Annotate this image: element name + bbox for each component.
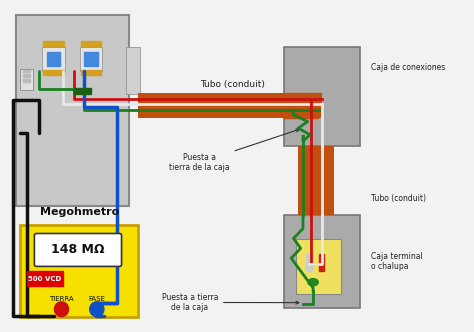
Bar: [42, 47, 64, 70]
Text: Megohmetro: Megohmetro: [39, 207, 119, 217]
Text: Caja terminal
o chalupa: Caja terminal o chalupa: [371, 252, 423, 271]
Bar: [23, 74, 30, 77]
Bar: [43, 69, 64, 75]
Bar: [284, 47, 359, 146]
Bar: [20, 225, 138, 317]
Bar: [284, 215, 359, 307]
Bar: [23, 79, 30, 82]
Text: 148 MΩ: 148 MΩ: [51, 243, 105, 256]
Bar: [319, 254, 324, 271]
Bar: [298, 146, 334, 215]
Ellipse shape: [55, 302, 69, 317]
Bar: [81, 41, 101, 47]
Text: TIERRA: TIERRA: [49, 296, 74, 302]
Bar: [284, 93, 318, 118]
Bar: [16, 15, 128, 206]
Text: Puesta a tierra
de la caja: Puesta a tierra de la caja: [162, 293, 299, 312]
Text: Tubo (conduit): Tubo (conduit): [200, 80, 264, 89]
Text: Caja de conexiones: Caja de conexiones: [371, 63, 446, 72]
Text: 500 VCD: 500 VCD: [28, 276, 62, 282]
Bar: [296, 239, 341, 294]
Bar: [46, 52, 60, 66]
Bar: [138, 93, 322, 118]
Bar: [306, 254, 311, 271]
Bar: [81, 69, 101, 75]
Bar: [126, 47, 140, 94]
Text: Tubo (conduit): Tubo (conduit): [371, 195, 426, 204]
Bar: [43, 41, 64, 47]
Bar: [20, 69, 34, 90]
Text: FASE: FASE: [88, 296, 105, 302]
Text: Puesta a
tierra de la caja: Puesta a tierra de la caja: [169, 129, 299, 172]
Bar: [80, 47, 102, 70]
Ellipse shape: [90, 302, 104, 317]
FancyBboxPatch shape: [35, 233, 121, 266]
Bar: [27, 271, 63, 286]
Bar: [74, 88, 91, 94]
Circle shape: [308, 279, 318, 286]
Bar: [84, 52, 98, 66]
Bar: [23, 69, 30, 72]
